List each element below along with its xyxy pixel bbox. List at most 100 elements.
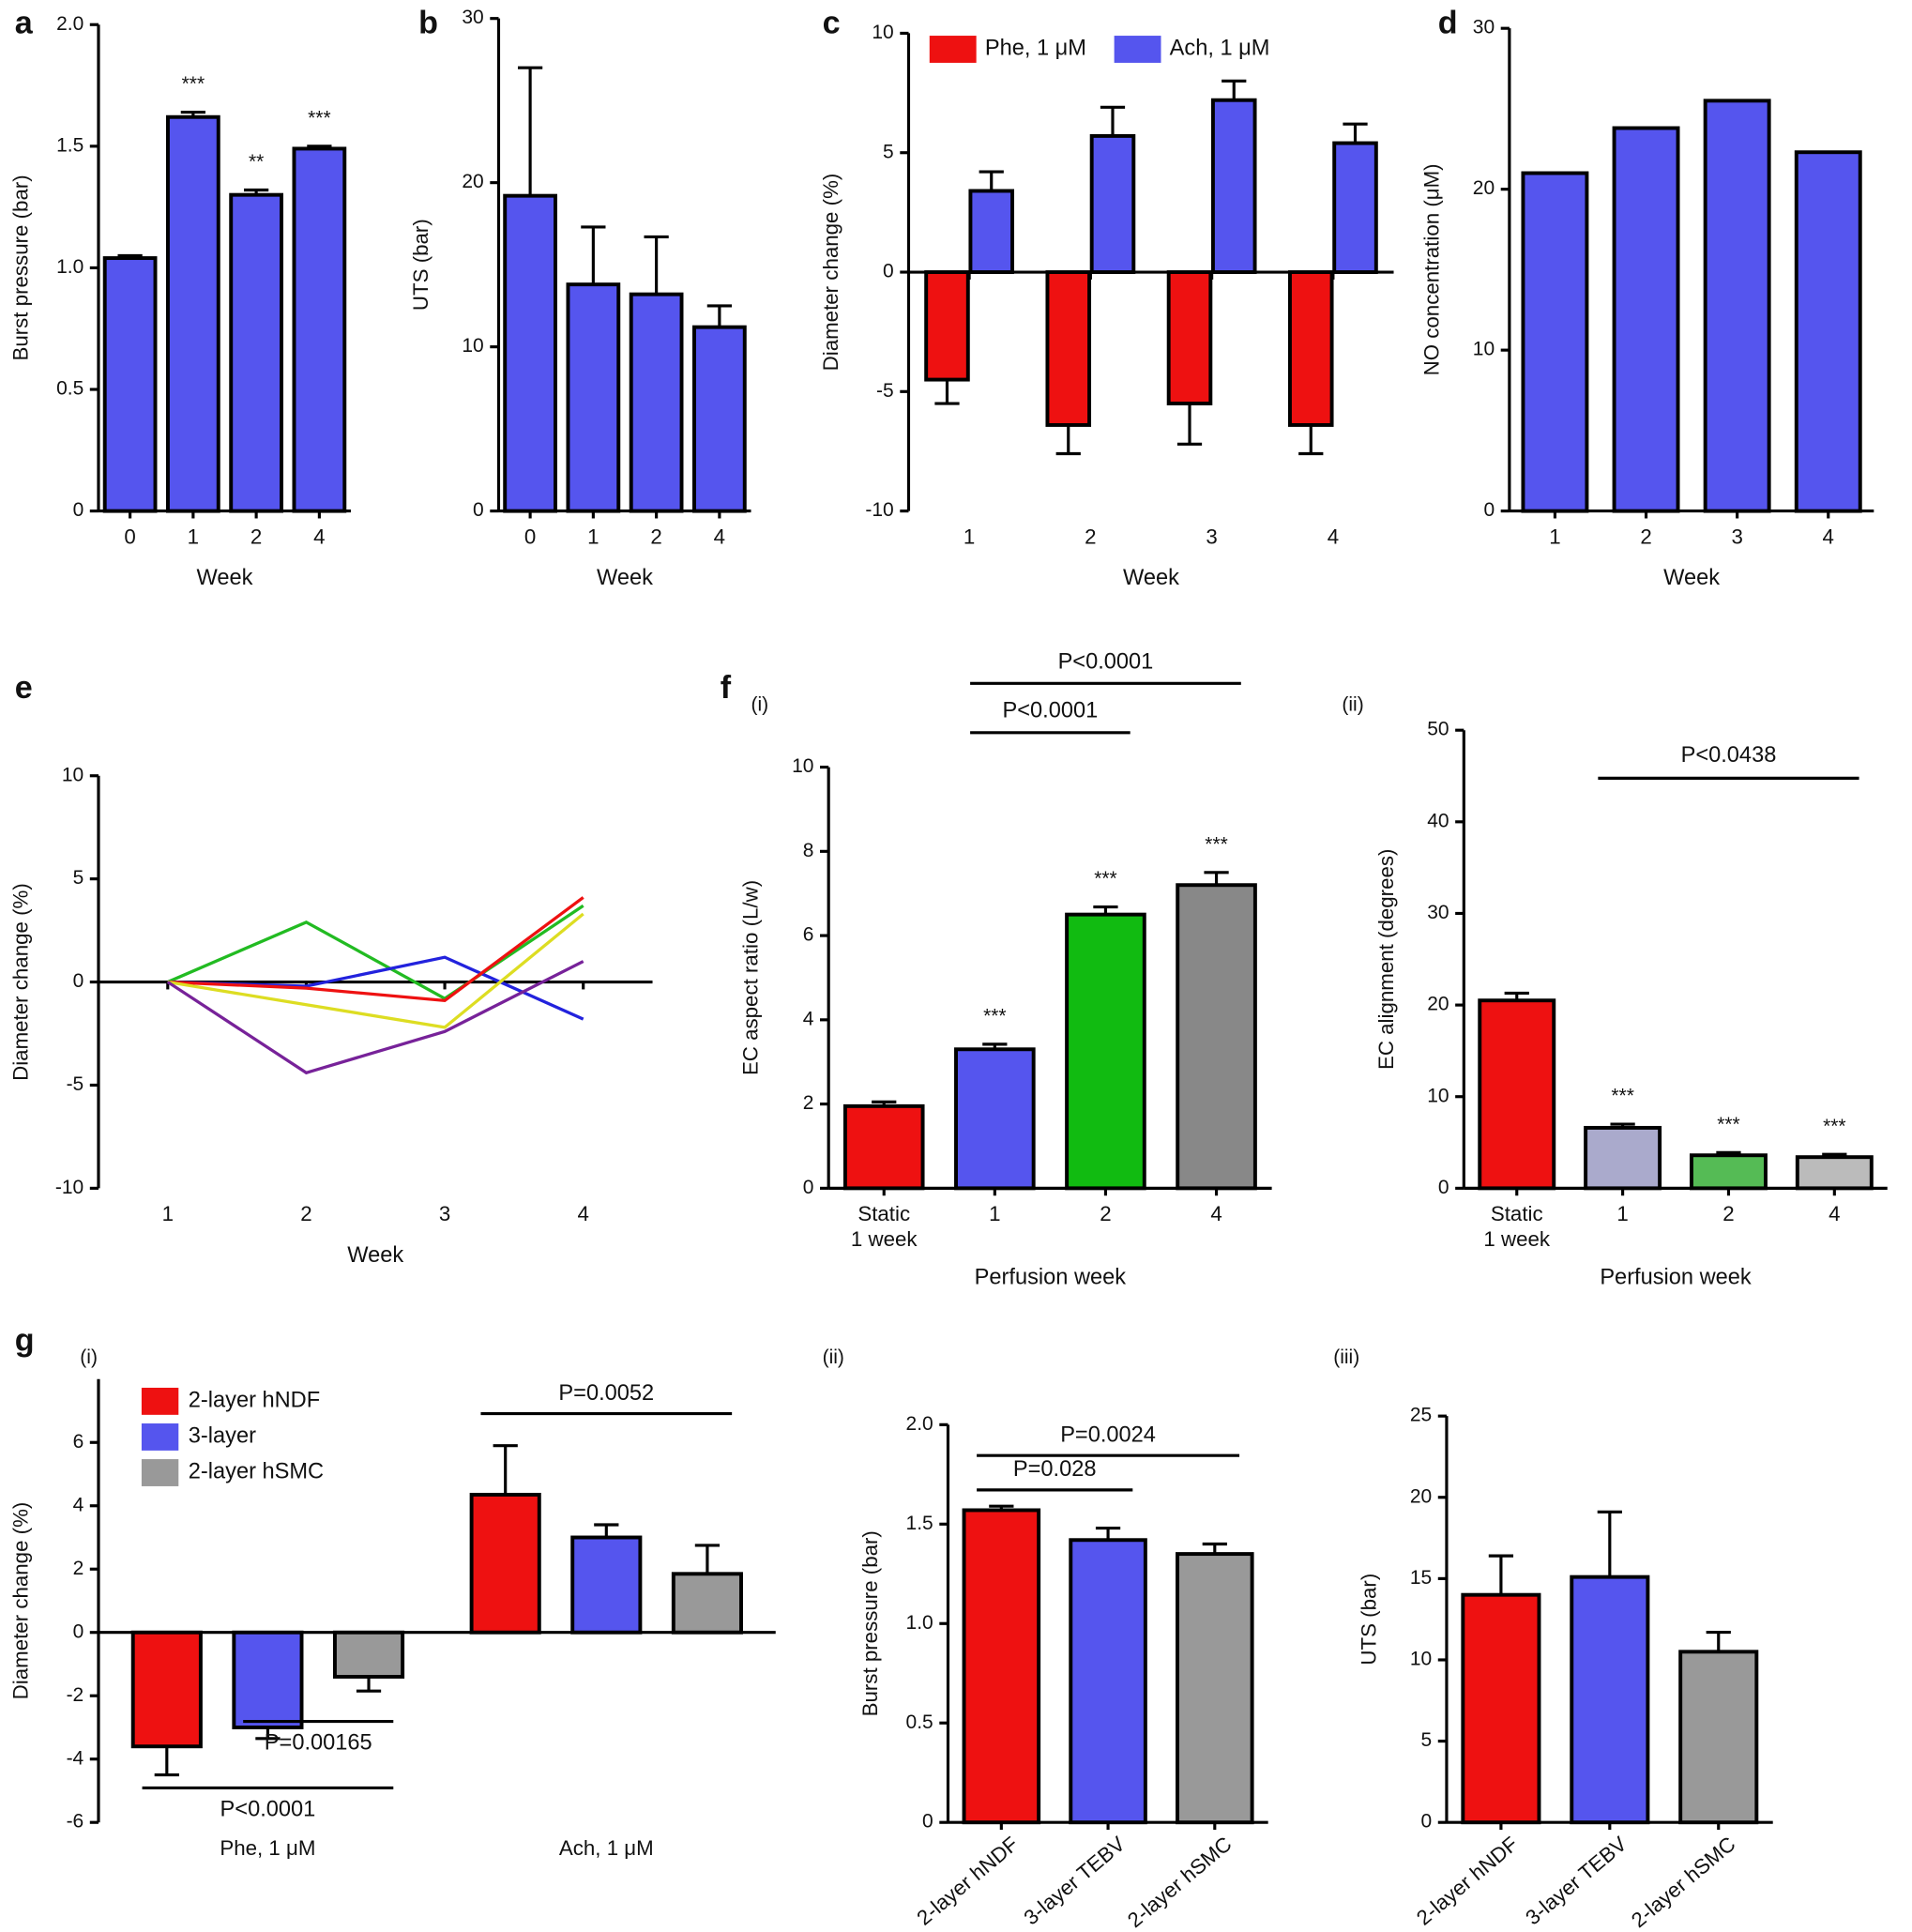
y-tick-label: 0 [73,970,84,992]
bar [1703,99,1771,513]
x-tick-label: 1 [989,1202,1000,1225]
error-bar [1504,991,1529,1001]
error-bar [1716,1150,1741,1156]
bar [566,282,621,513]
error-bar [1055,424,1081,456]
legend-label: 2-layer hSMC [189,1460,324,1484]
line-series [167,912,584,1029]
significance: *** [1205,833,1228,855]
y-axis-label: Diameter change (%) [9,883,33,1081]
x-axis-label: Perfusion week [975,1265,1127,1289]
bar [1176,1552,1254,1825]
x-tick-label: 1 [1616,1202,1628,1225]
bar [1332,141,1378,274]
error-bar [644,235,669,295]
y-tick-label: 10 [792,755,813,777]
subpanel-label: (ii) [823,1346,844,1368]
x-tick-label: 4 [714,525,725,548]
y-tick-label: 2.0 [56,13,83,35]
x-axis-label: Week [197,566,253,590]
y-tick-label: 20 [462,171,483,192]
y-tick-label: 2 [73,1558,84,1579]
panel-label: f [721,670,732,706]
bar [1287,270,1334,427]
x-tick-label: Phe, 1 μM [220,1836,315,1860]
bar [1584,1125,1662,1191]
y-tick-label: -2 [67,1684,84,1706]
x-tick-label: 3 [1206,525,1217,548]
x-axis-label: Week [1663,566,1720,590]
x-tick-label: 1 [162,1202,174,1225]
x-tick-label: 4 [1210,1202,1222,1225]
bar [1210,98,1257,274]
bar [1689,1153,1768,1191]
y-tick-label: 0.5 [56,378,83,400]
x-tick-label: 3 [439,1202,450,1225]
y-axis-label: Burst pressure (bar) [9,175,33,360]
y-tick-label: 0 [73,499,84,521]
subpanel-label: (ii) [1342,693,1363,715]
y-tick-label: -5 [876,380,894,402]
bar [1176,883,1257,1191]
bar [1166,270,1213,406]
panel-label: e [15,670,33,706]
error-bar [1095,1526,1121,1541]
p-value: P=0.0052 [558,1381,654,1406]
legend-label: 2-layer hNDF [189,1389,320,1413]
p-value: P=0.028 [1013,1457,1097,1482]
y-tick-label: 2 [803,1092,814,1114]
y-tick-label: -6 [67,1811,84,1833]
y-tick-label: 0 [922,1811,933,1833]
error-bar [1610,1122,1635,1128]
p-value: P=0.0024 [1060,1422,1156,1447]
x-tick-label: 3-layer TEBV [1019,1832,1129,1929]
panel-label: c [823,5,841,40]
x-axis-label: Perfusion week [1600,1265,1752,1289]
y-tick-label: 4 [73,1494,84,1515]
x-tick-label: 1 [587,525,599,548]
error-bar [872,1100,897,1106]
significance: *** [182,73,205,95]
y-tick-label: 1.0 [906,1612,933,1634]
error-bar [517,66,543,196]
y-tick-label: 1.5 [906,1513,933,1534]
error-bar [1488,1554,1514,1595]
y-tick-label: 10 [1427,1085,1449,1106]
error-bar [1204,871,1229,886]
bar [692,325,747,513]
x-tick-label: 2 [1722,1202,1734,1225]
x-tick-label: 4 [577,1202,588,1225]
x-tick-label: 2-layer hSMC [1123,1832,1236,1932]
error-bar [706,304,732,327]
error-bar [989,1504,1014,1511]
y-tick-label: 0 [1438,1177,1449,1198]
bar [1521,171,1589,513]
error-bar [356,1676,382,1693]
bar [968,189,1015,274]
y-tick-label: -4 [67,1747,84,1769]
bar [962,1508,1041,1825]
significance: *** [1094,868,1117,890]
y-tick-label: 25 [1410,1405,1432,1426]
y-tick-label: 1.5 [56,134,83,156]
bar [1089,133,1136,274]
x-axis-label: Week [597,566,653,590]
x-tick-label: 0 [524,525,536,548]
bar [1795,1155,1874,1191]
bar [229,192,283,513]
panel-label: b [418,5,438,40]
y-axis-label: EC aspect ratio (L/w) [739,880,763,1075]
line-series [167,904,584,1001]
y-tick-label: 30 [1473,17,1495,38]
x-tick-label: 2-layer hNDF [912,1832,1023,1929]
x-tick-label: Static 1 week [851,1202,918,1251]
y-axis-label: EC alignment (degrees) [1374,849,1398,1070]
y-tick-label: 10 [462,335,483,357]
subpanel-label: (iii) [1333,1346,1359,1368]
x-tick-label: 3 [1731,525,1742,548]
bar [954,1047,1036,1191]
error-bar [1343,122,1368,144]
bar [924,270,970,382]
subpanel-label: (i) [80,1346,98,1368]
y-tick-label: 15 [1410,1567,1432,1589]
